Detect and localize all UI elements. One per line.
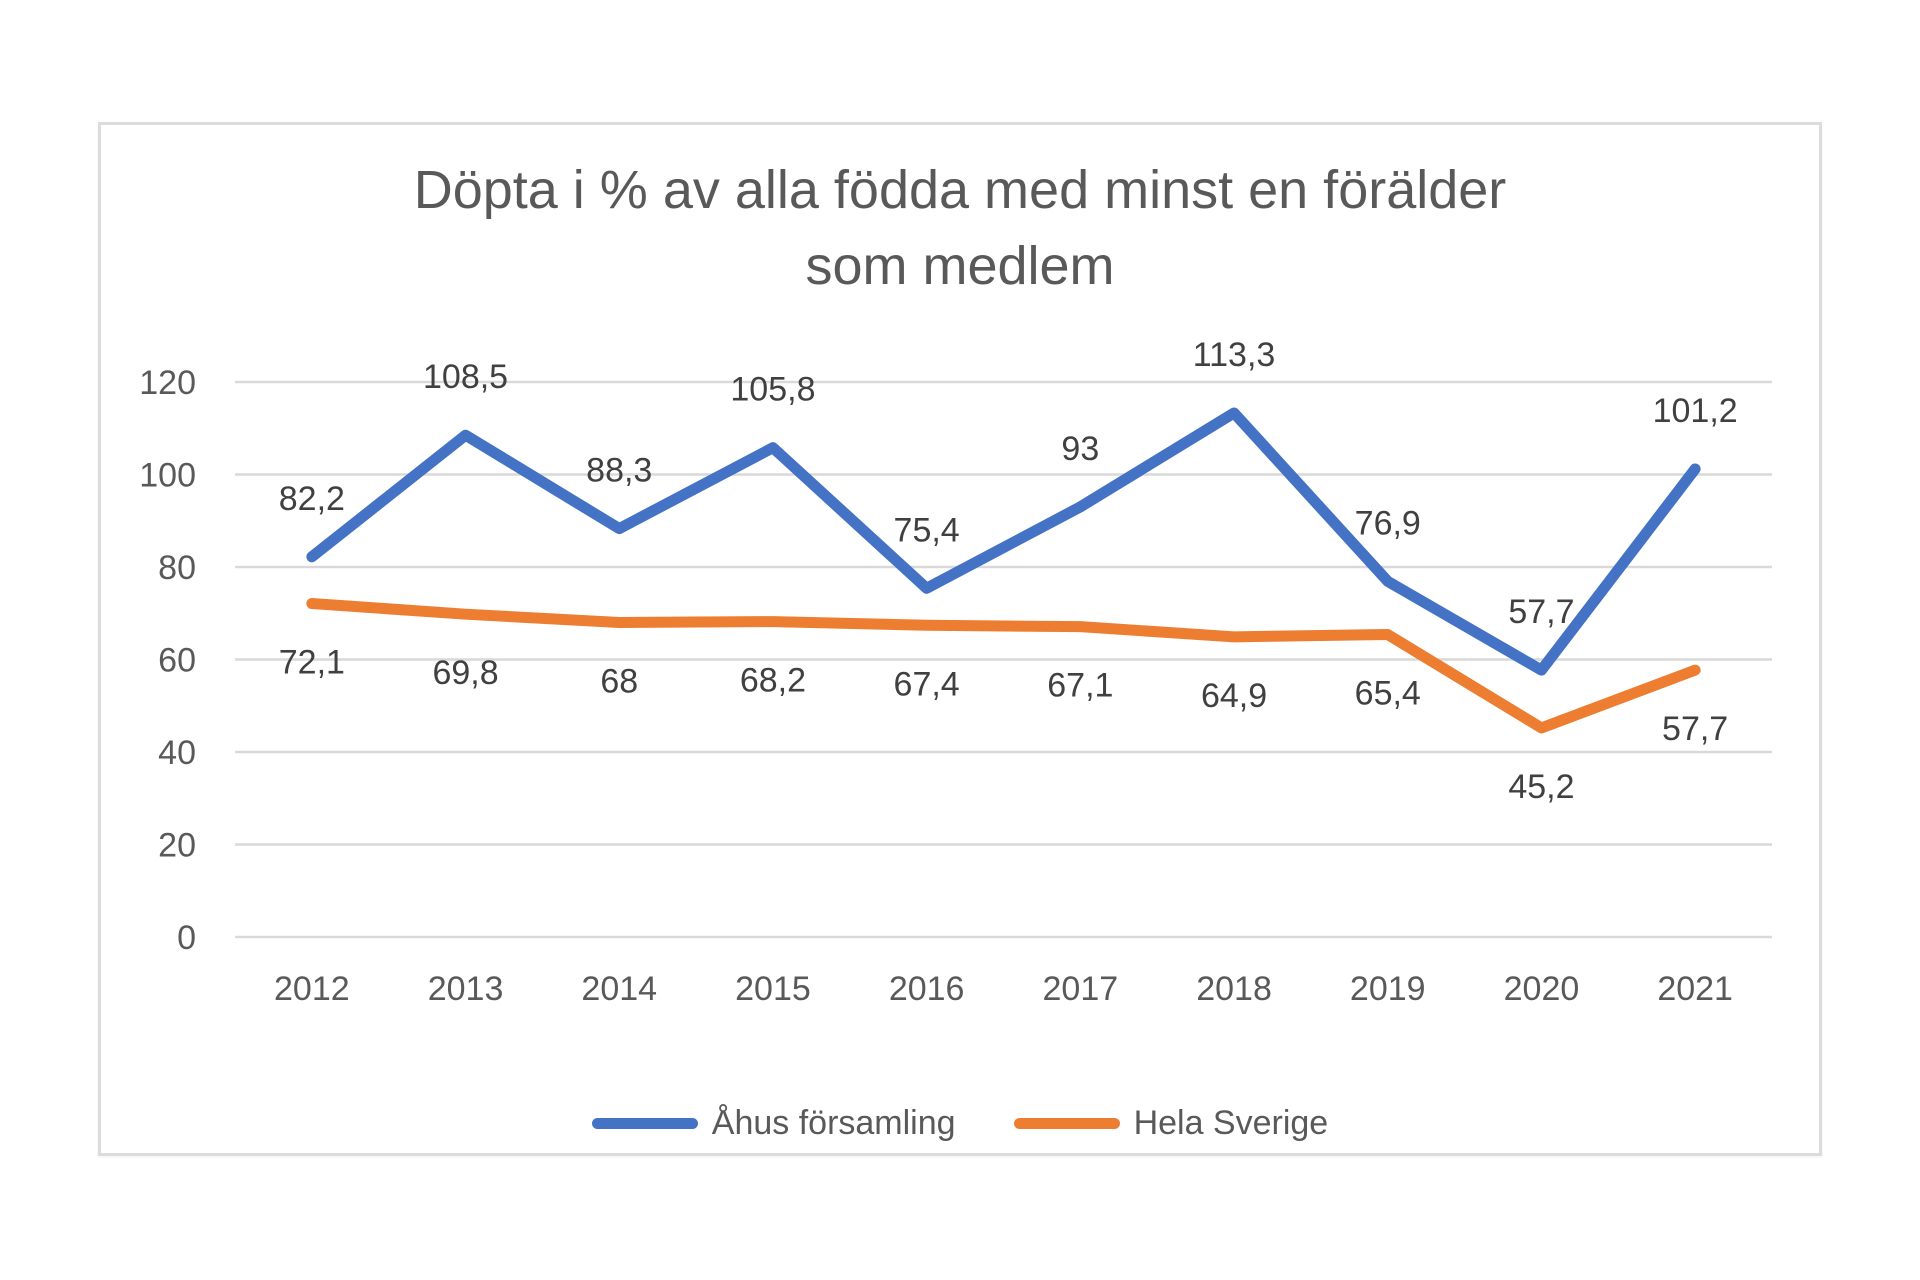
data-label: 69,8 <box>432 654 498 692</box>
data-label: 57,7 <box>1508 593 1574 631</box>
data-label: 75,4 <box>894 511 960 549</box>
legend-key-line-icon <box>591 1118 698 1129</box>
series-line--hus-f-rsamling <box>306 407 1701 676</box>
chart-legend: Åhus församling Hela Sverige <box>98 1104 1822 1143</box>
data-label: 64,9 <box>1201 677 1267 715</box>
chart-title: Döpta i % av alla födda med minst en för… <box>98 152 1822 304</box>
x-axis-tick-label: 2014 <box>581 970 657 1008</box>
legend-item-ahus-forsamling: Åhus församling <box>591 1104 956 1143</box>
chart-title-line2: som medlem <box>805 236 1115 296</box>
y-axis-tick-label: 40 <box>158 734 196 772</box>
data-label: 101,2 <box>1653 392 1738 430</box>
x-axis-tick-label: 2017 <box>1043 970 1119 1008</box>
y-axis-tick-label: 20 <box>158 827 196 865</box>
data-label: 65,4 <box>1355 675 1421 713</box>
chart-container <box>98 122 1822 1156</box>
data-label: 105,8 <box>730 371 815 409</box>
y-axis-tick-label: 100 <box>139 457 196 495</box>
data-label: 57,7 <box>1662 710 1728 748</box>
data-label: 82,2 <box>279 480 345 518</box>
legend-item-hela-sverige: Hela Sverige <box>1013 1104 1329 1143</box>
series-line-hela-sverige <box>306 598 1701 734</box>
x-axis-tick-label: 2013 <box>428 970 504 1008</box>
legend-label-ahus-forsamling: Åhus församling <box>711 1104 956 1142</box>
legend-key-line-icon <box>1013 1118 1120 1129</box>
y-axis-tick-label: 80 <box>158 549 196 587</box>
data-label: 67,4 <box>894 665 960 703</box>
x-axis-tick-label: 2021 <box>1657 970 1733 1008</box>
y-axis-tick-label: 0 <box>177 919 196 957</box>
data-label: 88,3 <box>586 452 652 490</box>
data-label: 76,9 <box>1355 504 1421 542</box>
data-label: 72,1 <box>279 644 345 682</box>
legend-label-hela-sverige: Hela Sverige <box>1133 1104 1329 1142</box>
x-axis-tick-label: 2018 <box>1196 970 1272 1008</box>
x-axis-tick-label: 2015 <box>735 970 811 1008</box>
x-axis-tick-label: 2020 <box>1504 970 1580 1008</box>
x-axis-tick-label: 2012 <box>274 970 350 1008</box>
x-axis-tick-label: 2019 <box>1350 970 1426 1008</box>
y-axis-tick-label: 60 <box>158 642 196 680</box>
y-axis-tick-label: 120 <box>139 364 196 402</box>
data-label: 113,3 <box>1193 336 1276 374</box>
chart-title-line1: Döpta i % av alla födda med minst en för… <box>413 160 1507 220</box>
x-axis-tick-label: 2016 <box>889 970 965 1008</box>
data-label: 68,2 <box>740 662 806 700</box>
data-label: 108,5 <box>423 358 508 396</box>
data-label: 68 <box>600 663 638 701</box>
data-label: 45,2 <box>1508 768 1574 806</box>
data-label: 93 <box>1061 430 1099 468</box>
data-label: 67,1 <box>1047 667 1113 705</box>
